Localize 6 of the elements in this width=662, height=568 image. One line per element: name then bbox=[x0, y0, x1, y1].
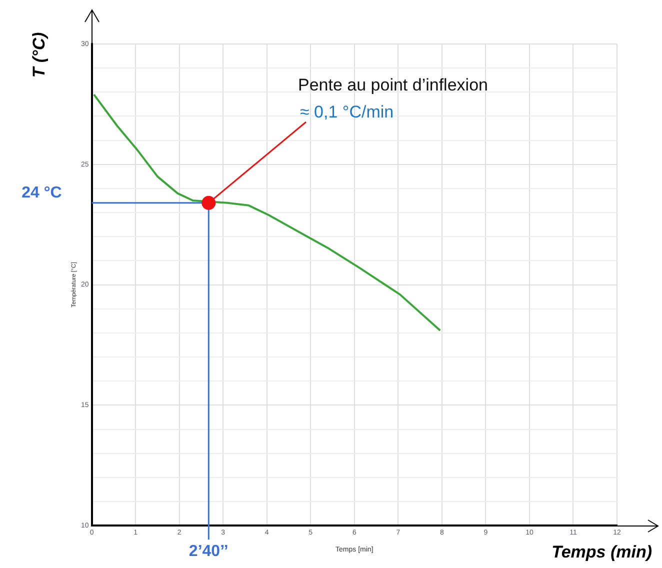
y-axis-title: T (°C) bbox=[30, 32, 49, 78]
x-axis-title: Temps (min) bbox=[552, 542, 652, 562]
ref-line-label: 2’40’’ bbox=[188, 543, 228, 560]
annotation: ≈ 0,1 °C/min bbox=[300, 102, 394, 122]
ref-line-label: 24 °C bbox=[22, 184, 62, 202]
annotation: Pente au point d’inflexion bbox=[298, 76, 488, 95]
